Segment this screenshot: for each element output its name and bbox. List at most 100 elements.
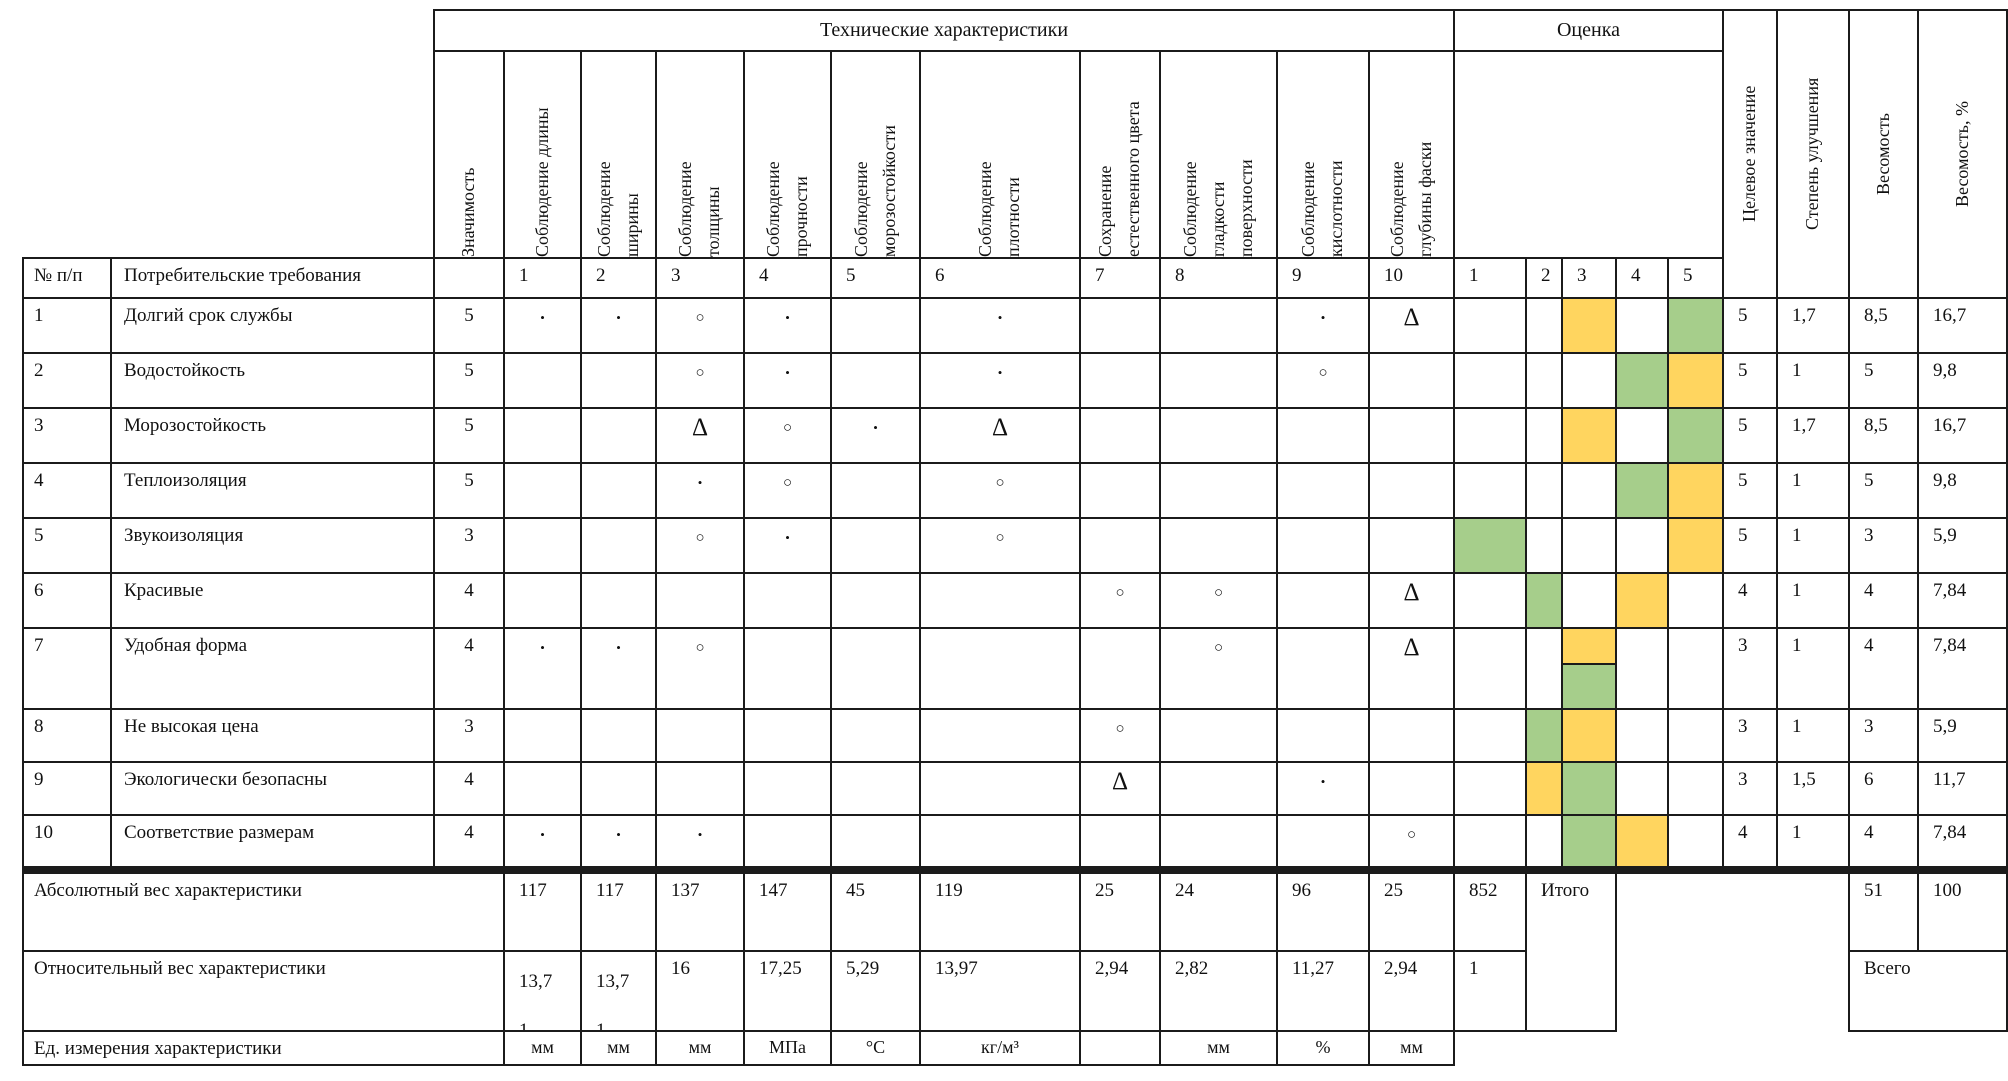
target-value: 5	[1722, 352, 1778, 409]
tech-col-number-10: 10	[1368, 257, 1455, 299]
eval-cell-empty	[1667, 708, 1724, 763]
rel-weight-value-7: 2,94	[1079, 950, 1161, 1032]
target-value: 4	[1722, 814, 1778, 870]
unit-value-4: МПа	[743, 1030, 832, 1066]
eval-cell-empty	[1615, 407, 1669, 464]
significance-value: 5	[433, 297, 505, 354]
circle-symbol-cell: ○	[1159, 572, 1278, 629]
eval-cell-empty	[1453, 814, 1527, 870]
improvement-value: 1	[1776, 627, 1850, 710]
target-value: 5	[1722, 517, 1778, 574]
abs-weight-row-label: Абсолютный вес характеристики	[22, 872, 505, 952]
relation-cell-empty	[1079, 814, 1161, 870]
relation-cell-empty	[503, 352, 582, 409]
requirement-label: Теплоизоляция	[110, 462, 435, 519]
right-col-header-1: Целевое значение	[1722, 9, 1778, 299]
unit-value-9: %	[1276, 1030, 1370, 1066]
tech-col-header-6: Соблюдение плотности	[919, 50, 1081, 259]
tech-col-header-7: Сохранение естественного цвета	[1079, 50, 1161, 259]
weight-pct-value: 9,8	[1917, 462, 2008, 519]
requirement-label: Морозостойкость	[110, 407, 435, 464]
eval-cell-empty	[1615, 517, 1669, 574]
relation-cell-empty	[503, 517, 582, 574]
eval-cell-empty	[1561, 462, 1617, 519]
tech-col-number-7: 7	[1079, 257, 1161, 299]
relation-cell-empty	[1079, 407, 1161, 464]
weight-value: 4	[1848, 572, 1919, 629]
tech-col-label-4: Соблюдение прочности	[762, 161, 811, 257]
corner-num-header: № п/п	[22, 257, 112, 299]
requirement-label: Звукоизоляция	[110, 517, 435, 574]
dot-symbol-cell: •	[503, 297, 582, 354]
significance-value: 5	[433, 462, 505, 519]
relation-cell-empty	[580, 352, 657, 409]
relation-cell-empty	[743, 708, 832, 763]
right-col-label-4: Весомость, %	[1951, 101, 1972, 207]
unit-value-1: мм	[503, 1030, 582, 1066]
circle-symbol-cell: ○	[1368, 814, 1455, 870]
target-value: 3	[1722, 761, 1778, 816]
tech-col-label-7: Сохранение естественного цвета	[1095, 101, 1143, 257]
eval-mark-cell	[1561, 627, 1617, 665]
tech-col-header-5: Соблюдение морозостойкости	[830, 50, 921, 259]
relation-cell-empty	[830, 761, 921, 816]
abs-weight-value-9: 96	[1276, 872, 1370, 952]
vsego-cell: Всего	[1848, 950, 2008, 1032]
eval-mark-cell	[1667, 352, 1724, 409]
eval-col-number-2: 2	[1525, 257, 1563, 299]
eval-col-number-4: 4	[1615, 257, 1669, 299]
weight-value: 8,5	[1848, 297, 1919, 354]
tech-col-header-8: Соблюдение гладкости поверхности	[1159, 50, 1278, 259]
relation-cell-empty	[919, 627, 1081, 710]
abs-weight-value-8: 24	[1159, 872, 1278, 952]
eval-cell-empty	[1453, 407, 1527, 464]
eval-cell-empty	[1667, 814, 1724, 870]
rel-weight-value-4: 17,25	[743, 950, 832, 1032]
relation-cell-empty	[1276, 407, 1370, 464]
rel-weight-value-8: 2,82	[1159, 950, 1278, 1032]
row-number: 5	[22, 517, 112, 574]
rel-weight-value-3: 16	[655, 950, 745, 1032]
abs-weight-value-5: 45	[830, 872, 921, 952]
relation-cell-empty	[1368, 761, 1455, 816]
eval-cell-empty	[1615, 627, 1669, 710]
weight-value: 4	[1848, 627, 1919, 710]
abs-weight-value-2: 117	[580, 872, 657, 952]
relation-cell-empty	[830, 814, 921, 870]
dot-symbol-cell: •	[503, 627, 582, 710]
right-col-label-3: Весомость	[1872, 113, 1893, 195]
tech-col-number-3: 3	[655, 257, 745, 299]
relation-cell-empty	[1276, 708, 1370, 763]
rel-weight-value-9: 11,27	[1276, 950, 1370, 1032]
relation-cell-empty	[830, 708, 921, 763]
eval-cell-empty	[1525, 462, 1563, 519]
relation-cell-empty	[1368, 352, 1455, 409]
row-number: 6	[22, 572, 112, 629]
tech-col-header-10: Соблюдение глубины фаски	[1368, 50, 1455, 259]
significance-number-spacer	[433, 257, 505, 299]
requirement-label: Долгий срок службы	[110, 297, 435, 354]
improvement-value: 1,7	[1776, 297, 1850, 354]
circle-symbol-cell: ○	[1159, 627, 1278, 710]
rel-weight-text-2: 13,71	[596, 971, 630, 1032]
tech-col-number-4: 4	[743, 257, 832, 299]
eval-cell-empty	[1525, 627, 1563, 710]
significance-column-header: Значимость	[433, 50, 505, 259]
row-number: 4	[22, 462, 112, 519]
unit-value-5: °С	[830, 1030, 921, 1066]
significance-value: 4	[433, 761, 505, 816]
relation-cell-empty	[743, 627, 832, 710]
improvement-value: 1	[1776, 517, 1850, 574]
relation-cell-empty	[830, 572, 921, 629]
eval-cell-empty	[1561, 517, 1617, 574]
rel-weight-value-6: 13,97	[919, 950, 1081, 1032]
unit-value-8: мм	[1159, 1030, 1278, 1066]
significance-value: 3	[433, 708, 505, 763]
tech-col-label-9: Соблюдение кислотности	[1298, 160, 1346, 257]
relation-cell-empty	[1368, 517, 1455, 574]
row-number: 8	[22, 708, 112, 763]
relation-cell-empty	[1368, 708, 1455, 763]
target-value: 3	[1722, 708, 1778, 763]
relation-cell-empty	[1159, 297, 1278, 354]
circle-symbol-cell: ○	[655, 627, 745, 710]
